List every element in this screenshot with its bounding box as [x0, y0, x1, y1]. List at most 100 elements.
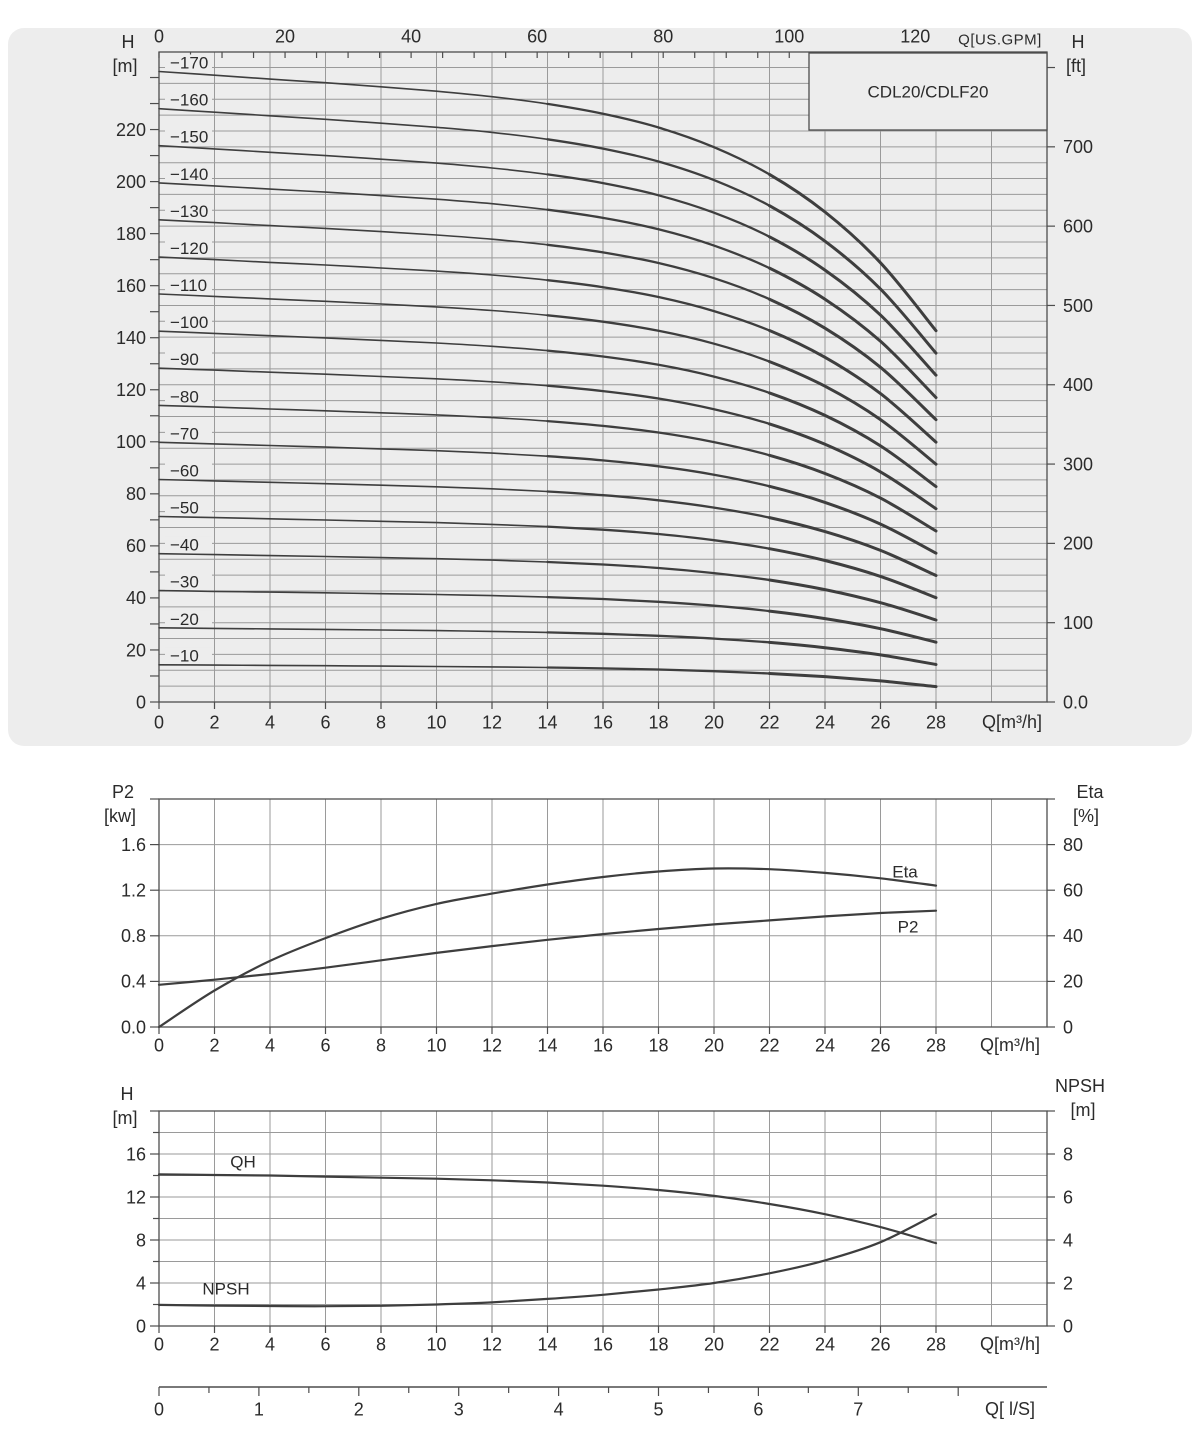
q-tick-label: 4 — [265, 712, 275, 732]
stage-label-backing — [165, 610, 212, 627]
stage-curve-thin — [158, 515, 549, 528]
stage-curve-thin — [158, 330, 549, 352]
q-tick-label: 2 — [209, 712, 219, 732]
stage-curve-−130: −130 — [158, 202, 938, 422]
stage-curve-−90: −90 — [158, 350, 938, 511]
q-tick-label: 20 — [704, 712, 724, 732]
q-tick-label: 8 — [376, 1334, 386, 1354]
stage-curve-−170: −170 — [158, 53, 938, 333]
q-tick-label: 22 — [759, 1035, 779, 1055]
qh-curve-label: QH — [230, 1152, 256, 1172]
top-right-axis-title: H — [1071, 32, 1085, 52]
stage-curve-−30: −30 — [158, 573, 938, 644]
q-tick-label: 20 — [704, 1035, 724, 1055]
stage-label: −70 — [170, 424, 199, 443]
q-tick-label: 12 — [482, 1035, 502, 1055]
npsh-curve-label: NPSH — [202, 1279, 250, 1299]
h-ft-tick-label: 100 — [1063, 613, 1093, 633]
h-ft-tick-label: 400 — [1063, 375, 1093, 395]
stage-label-backing — [165, 128, 212, 145]
stage-curve-thick — [768, 235, 938, 377]
pct-tick-label: 60 — [1063, 881, 1083, 901]
power-q-axis: 0 2 4 6 8 10 12 14 16 18 20 22 24 26 28 — [154, 1027, 946, 1055]
h-m-tick-label: 220 — [116, 120, 146, 140]
q-tick-label: 8 — [376, 712, 386, 732]
npsh-tick-label: 8 — [1063, 1144, 1073, 1164]
kw-tick-label: 1.6 — [121, 835, 146, 855]
stage-curve-−110: −110 — [158, 276, 938, 466]
stage-curve-thick — [768, 547, 938, 600]
stage-curve-thin — [158, 589, 549, 598]
h-m-tick-label: 20 — [126, 640, 146, 660]
gpm-tick-label: 0 — [154, 26, 164, 46]
gpm-tick-label: 60 — [527, 26, 547, 46]
stage-curve-thick — [768, 484, 938, 555]
gpm-tick-label: 100 — [774, 26, 804, 46]
stage-curve-thick — [768, 329, 938, 444]
stage-label-backing — [165, 573, 212, 590]
q-tick-label: 6 — [320, 712, 330, 732]
stage-curve-thick — [768, 578, 938, 622]
stage-curve-−70: −70 — [158, 424, 938, 555]
stage-curve-−20: −20 — [158, 610, 938, 666]
pct-tick-label: 20 — [1063, 972, 1083, 992]
gpm-tick-label: 120 — [900, 26, 930, 46]
stage-curve-mid — [546, 631, 771, 644]
stage-curve-thin — [158, 182, 549, 211]
stage-label-backing — [165, 425, 212, 442]
h-m-tick-label: 140 — [116, 328, 146, 348]
ls-axis-title: Q[ l/S] — [984, 1399, 1036, 1419]
pct-tick-label: 80 — [1063, 835, 1083, 855]
curve-P2 — [157, 909, 938, 986]
top-q-axis-title: Q[m³/h] — [981, 712, 1043, 732]
curve-QH — [157, 1173, 938, 1245]
h-m-tick-label: 100 — [116, 432, 146, 452]
h-ft-tick-label: 300 — [1063, 454, 1093, 474]
q-tick-label: 26 — [870, 1035, 890, 1055]
p2-curve-label: P2 — [897, 917, 919, 937]
h-m-tick-label: 0 — [136, 692, 146, 712]
qh-curves — [157, 1173, 938, 1308]
stage-curves: −170 −160 −150 −140 −130 −120 −110 −100 −90 −80 −7… — [158, 53, 938, 689]
stage-curve-thick — [768, 609, 938, 644]
power-grid — [159, 799, 1047, 1027]
h-ft-tick-label: 500 — [1063, 296, 1093, 316]
stage-curve-−140: −140 — [158, 165, 938, 400]
stage-curve-thin — [158, 367, 549, 387]
stage-label: −30 — [170, 573, 199, 592]
q-tick-label: 18 — [648, 1035, 668, 1055]
bot-left-axis-title: H — [120, 1084, 134, 1104]
qh-q-axis: 0 2 4 6 8 10 12 14 16 18 20 22 24 26 28 — [154, 1326, 946, 1354]
stage-curve-−160: −160 — [158, 91, 938, 355]
q-tick-label: 14 — [537, 1334, 557, 1354]
stage-curve-thin — [158, 478, 549, 493]
q-tick-label: 22 — [759, 1334, 779, 1354]
stage-curve-−50: −50 — [158, 498, 938, 600]
gpm-tick-label: 40 — [401, 26, 421, 46]
top-gpm-axis-title: Q[US.GPM] — [958, 31, 1042, 49]
ls-tick-label: 7 — [853, 1399, 863, 1419]
stage-curve-mid — [546, 384, 771, 426]
q-tick-label: 2 — [209, 1334, 219, 1354]
q-tick-label: 26 — [870, 712, 890, 732]
h-ft-tick-label: 600 — [1063, 216, 1093, 236]
ls-tick-label: 5 — [653, 1399, 663, 1419]
stage-curve-thin — [158, 552, 549, 563]
stage-curve-−150: −150 — [158, 128, 938, 377]
stage-label: −100 — [170, 313, 208, 332]
bot-left-axis-unit: [m] — [112, 1108, 138, 1128]
stage-label-backing — [165, 165, 212, 182]
h-ft-tick-label: 700 — [1063, 137, 1093, 157]
q-tick-label: 24 — [815, 712, 835, 732]
q-tick-label: 24 — [815, 1334, 835, 1354]
stage-curve-thin — [158, 441, 549, 457]
mid-q-axis-title: Q[m³/h] — [979, 1035, 1041, 1055]
stage-curve-−120: −120 — [158, 239, 938, 444]
stage-curve-mid — [546, 138, 771, 207]
stage-curve-thick — [768, 672, 938, 689]
stage-curve-−10: −10 — [158, 647, 938, 689]
stage-curve-mid — [546, 102, 771, 176]
q-tick-label: 0 — [154, 1334, 164, 1354]
stage-label: −160 — [170, 91, 208, 110]
